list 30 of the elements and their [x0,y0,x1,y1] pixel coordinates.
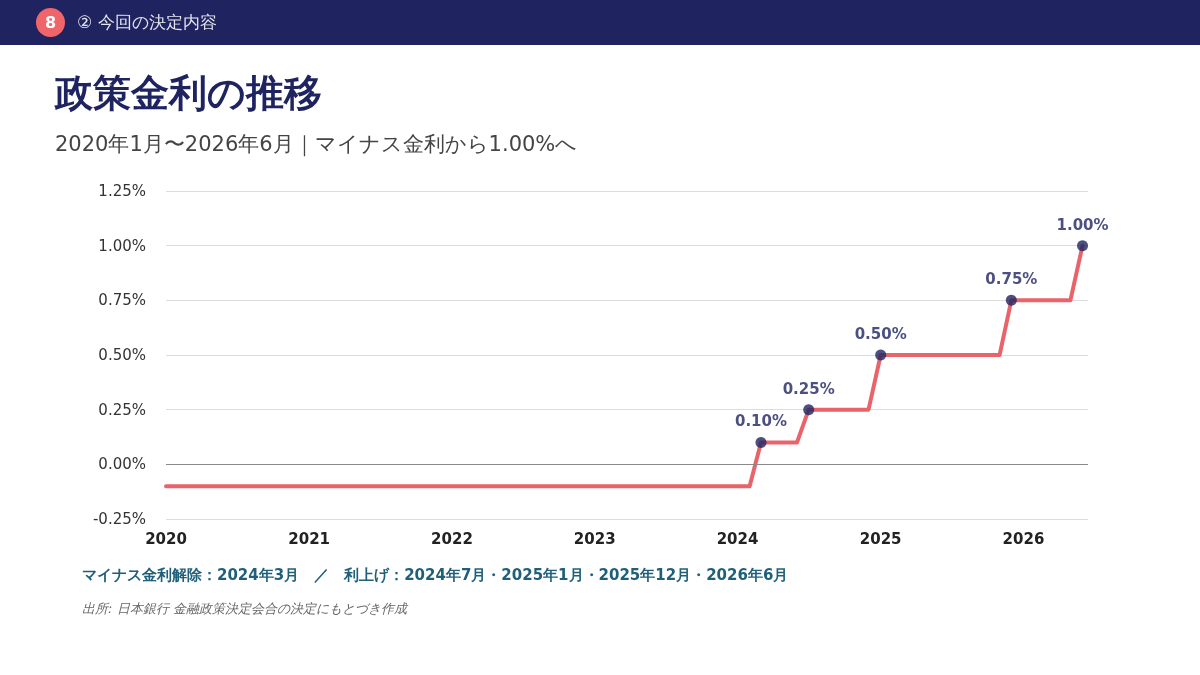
chart-title: 政策金利の推移 [55,70,322,117]
y-tick-label: 0.75% [98,291,146,310]
text: 出所: 日本銀行 金融政策決定会合の決定にもとづき作成 [82,600,407,618]
x-tick-label: 2026 [1002,529,1045,548]
x-tick-label: 2024 [716,529,759,548]
data-label: 1.00% [1056,215,1109,234]
x-tick-label: 2022 [431,529,473,548]
y-tick-label: 1.00% [98,236,146,255]
y-tick-label: 0.00% [98,455,146,474]
data-label: 0.75% [985,270,1038,289]
data-label: 0.50% [854,325,907,343]
x-tick-label: 2021 [288,529,331,548]
data-label: 0.25% [782,379,835,398]
point [875,349,887,361]
point [1005,294,1017,306]
x-tick-label: 2025 [859,529,902,548]
point [1077,240,1089,252]
x-tick-label: 2023 [573,529,616,548]
x-tick-label: 2020 [145,529,187,548]
y-tick-label: -0.25% [92,510,146,528]
y-tick-label: 0.25% [98,400,146,419]
text: 8 [36,8,65,37]
text: ② 今回の決定内容 [77,11,217,34]
point [803,404,815,416]
y-tick-label: 1.25% [98,182,146,200]
chart-subtitle: 2020年1月〜2026年6月｜マイナス金利から1.00%へ [55,131,578,158]
point [755,436,767,448]
y-tick-label: 0.50% [98,346,146,364]
text: マイナス金利解除：2024年3月 ／ 利上げ：2024年7月・2025年1月・2025年12月・2026年6月 [82,566,789,585]
data-label: 0.10% [734,412,787,431]
